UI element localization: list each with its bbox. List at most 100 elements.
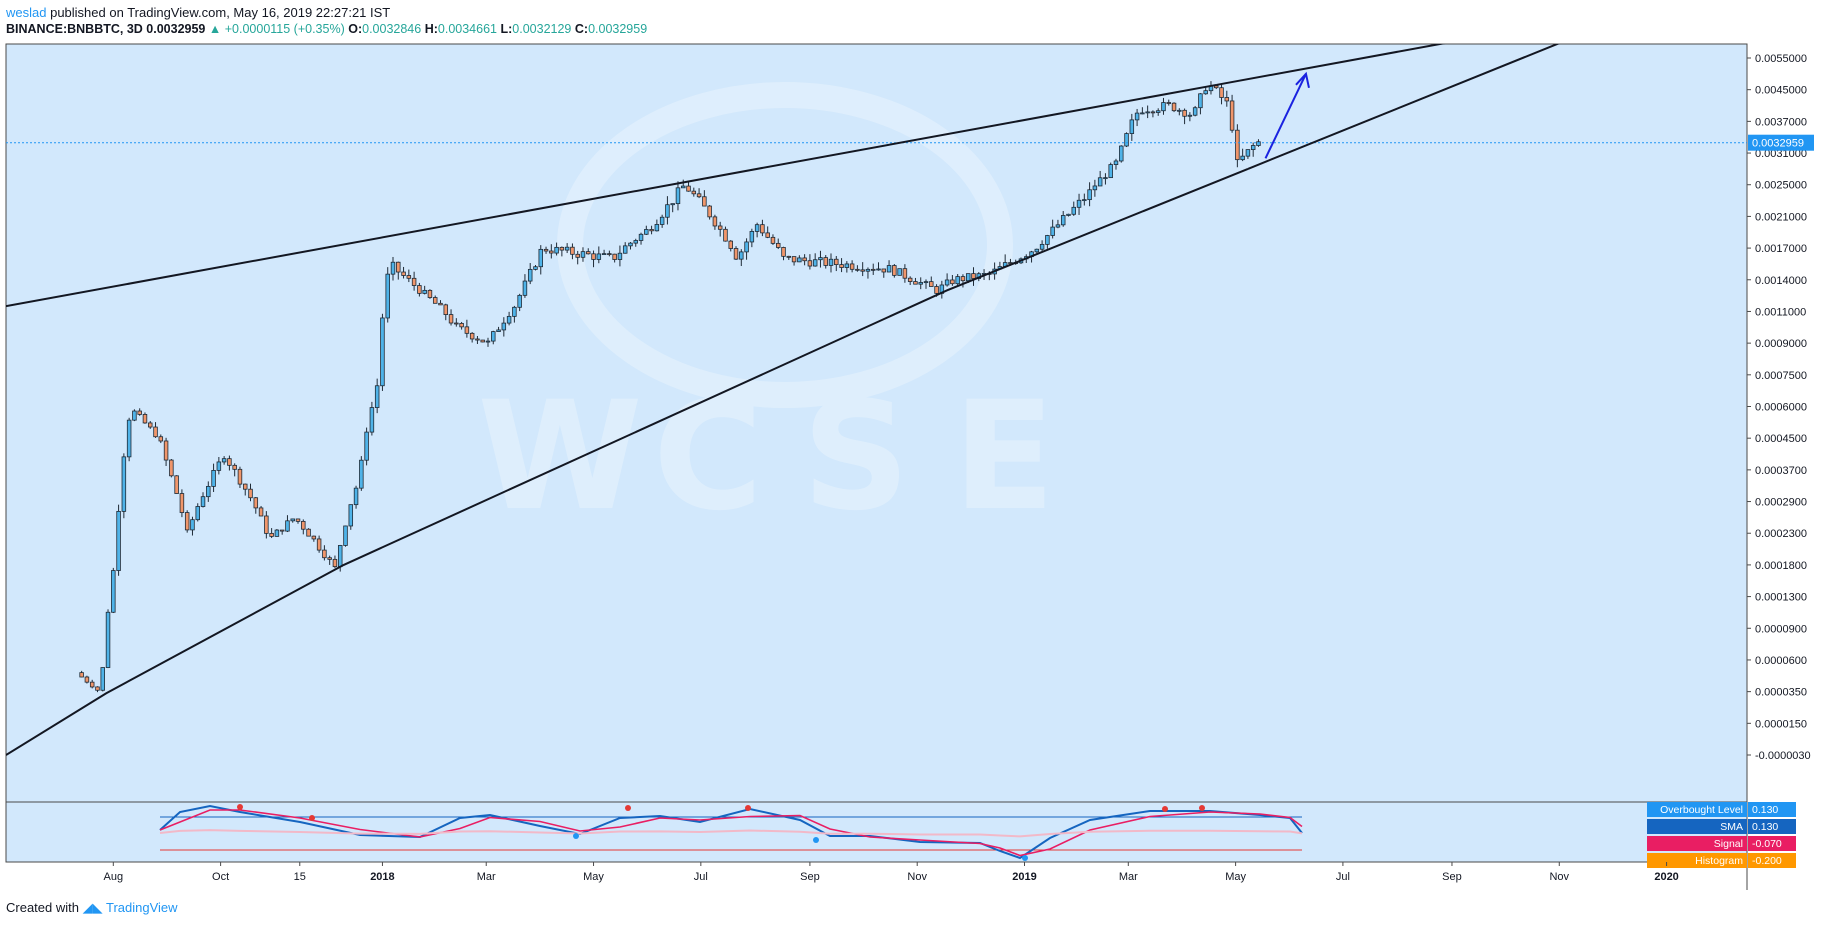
candle: [258, 505, 264, 517]
candle: [696, 188, 702, 199]
candle: [691, 187, 697, 197]
candle-body: [554, 246, 559, 254]
up-arrow-icon: ▲: [208, 22, 222, 36]
y-tick-label: 0.0017000: [1755, 243, 1807, 255]
candle-body: [1055, 224, 1061, 228]
candle: [628, 242, 633, 250]
candle: [232, 463, 237, 477]
candle: [855, 265, 860, 272]
candle: [570, 243, 575, 260]
y-tick-label: 0.0000150: [1755, 718, 1807, 730]
candle: [1076, 193, 1082, 215]
oversold-dot: [813, 837, 819, 843]
candle-body: [707, 205, 712, 218]
indicator-group: Overbought Level 0.130 SMA 0.130 Signal -0.07…: [159, 802, 1796, 868]
candle: [1166, 99, 1171, 106]
candle-body: [1219, 87, 1224, 98]
candle-body: [733, 248, 739, 260]
candle: [1050, 219, 1055, 239]
legend-value: -0.070: [1752, 838, 1782, 850]
candle-body: [818, 257, 823, 261]
candle-body: [834, 258, 839, 266]
legend-tag: [1647, 853, 1747, 868]
candle: [285, 515, 290, 533]
candle-body: [295, 518, 301, 522]
candle-body: [184, 512, 190, 531]
candle-body: [580, 251, 586, 258]
candle-body: [132, 410, 137, 421]
candle-body: [374, 385, 380, 408]
candle: [174, 475, 179, 494]
open-value: 0.0032846: [362, 22, 422, 36]
candle: [253, 497, 259, 514]
tradingview-link[interactable]: TradingView: [106, 900, 178, 915]
candle: [1082, 193, 1087, 206]
candle: [538, 245, 544, 275]
candle-body: [237, 468, 243, 485]
indicator-legend-item: Overbought Level 0.130: [1647, 802, 1796, 817]
candle: [892, 264, 897, 278]
candle-body: [1076, 199, 1082, 208]
candle-body: [158, 436, 164, 442]
candle-body: [401, 271, 406, 276]
candle: [823, 255, 828, 269]
candle: [586, 248, 591, 255]
candle: [818, 250, 823, 268]
candle-body: [1045, 235, 1050, 245]
y-tick-label: 0.0002300: [1755, 528, 1807, 540]
candle: [601, 249, 607, 256]
candle: [496, 326, 501, 333]
candle: [100, 667, 105, 692]
tradingview-logo-icon[interactable]: ◢◣: [82, 900, 103, 915]
ohlc-line: BINANCE:BNBBTC, 3D 0.0032959 ▲ +0.000011…: [6, 21, 647, 38]
candle-body: [892, 265, 897, 276]
candle: [765, 226, 770, 239]
candle: [654, 219, 660, 232]
candle-body: [886, 265, 892, 273]
y-tick-label: 0.0031000: [1755, 148, 1807, 160]
candle: [754, 222, 760, 238]
candles-group: [79, 81, 1261, 693]
high-label: H:: [424, 22, 438, 36]
candle: [638, 232, 644, 245]
y-tick-label: -0.0000030: [1755, 750, 1811, 762]
candle-body: [411, 277, 417, 286]
candle-body: [913, 281, 918, 285]
candle: [776, 238, 781, 250]
candle-body: [918, 282, 923, 285]
candle: [311, 535, 317, 542]
candle: [923, 279, 929, 289]
candle-body: [607, 253, 612, 256]
candle-body: [364, 431, 369, 461]
trendline-upper: [6, 83, 1217, 308]
candle: [485, 337, 491, 347]
current-price-tag: [1748, 134, 1814, 151]
candle: [1103, 173, 1108, 185]
candle-body: [1171, 102, 1177, 112]
candle-body: [1182, 109, 1187, 117]
candle-body: [95, 686, 100, 691]
y-tick-label: 0.0045000: [1755, 85, 1807, 97]
price-chart[interactable]: W C S E 0.0055000 0.0045000 0.0037000 0.0031000…: [0, 0, 1828, 895]
candle: [1045, 234, 1050, 249]
candle-body: [137, 410, 142, 415]
candle: [1108, 162, 1113, 179]
candle: [1203, 87, 1208, 95]
candle: [454, 318, 459, 327]
candle-body: [1092, 185, 1098, 191]
watermark-letter: S: [802, 370, 910, 544]
candle: [955, 274, 960, 287]
candle-body: [285, 520, 290, 532]
candle-body: [881, 268, 887, 273]
candle: [797, 255, 802, 263]
candle: [116, 504, 121, 576]
candle-body: [828, 258, 834, 266]
candle: [839, 258, 844, 273]
candle: [348, 504, 354, 530]
author-link[interactable]: weslad: [6, 5, 47, 20]
candle-body: [549, 250, 554, 254]
candle: [380, 313, 385, 391]
candle: [575, 250, 580, 265]
candle: [971, 267, 976, 286]
candle: [1224, 90, 1230, 107]
